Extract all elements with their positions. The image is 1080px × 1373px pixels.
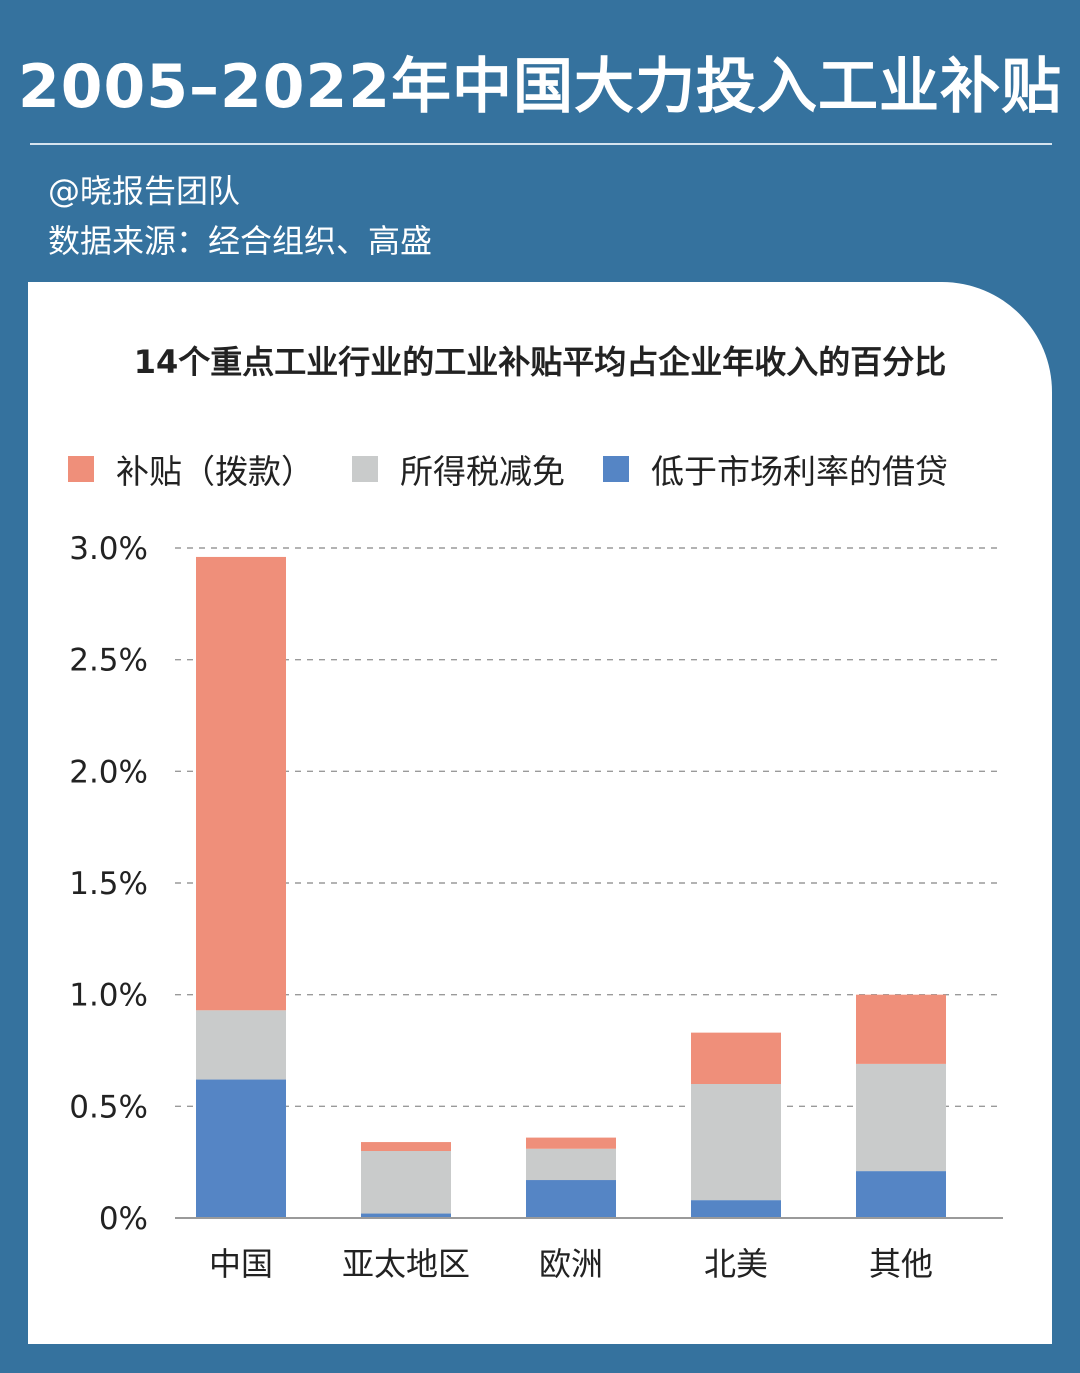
chart-card: 14个重点工业行业的工业补贴平均占企业年收入的百分比 补贴（拨款） 所得税减免 低于… [28, 282, 1052, 1344]
bar-segment [691, 1032, 781, 1084]
x-category-label: 亚太地区 [342, 1245, 470, 1283]
bar-segment [526, 1148, 616, 1181]
legend-label: 所得税减免 [400, 452, 565, 491]
title-divider [30, 143, 1052, 145]
bar-segment [196, 1010, 286, 1080]
legend-item: 低于市场利率的借贷 [603, 445, 948, 493]
bar-segment [856, 1063, 946, 1172]
x-category-label: 北美 [704, 1245, 768, 1283]
y-tick-label: 0.5% [69, 1089, 148, 1125]
legend-label: 低于市场利率的借贷 [651, 452, 948, 491]
chart-legend: 补贴（拨款） 所得税减免 低于市场利率的借贷 [68, 447, 986, 491]
author-credit: @晓报告团队 [48, 172, 241, 210]
bar-segment [856, 1171, 946, 1218]
y-tick-label: 2.5% [69, 643, 148, 679]
legend-label: 补贴（拨款） [116, 452, 314, 491]
bar-segment [691, 1200, 781, 1218]
x-category-label: 中国 [209, 1245, 273, 1283]
legend-swatch [68, 456, 94, 482]
bar-segment [361, 1142, 451, 1151]
legend-swatch [352, 456, 378, 482]
bar-segment [196, 1079, 286, 1218]
data-source: 数据来源：经合组织、高盛 [48, 222, 433, 260]
bar-segment [856, 994, 946, 1064]
bar-segment [526, 1180, 616, 1218]
chart-plot: 0% 0.5% 1.0% 1.5% 2.0% 2.5% 3.0% 中国 亚太地区 欧洲 北美 其他 [69, 531, 1003, 1283]
x-category-label: 欧洲 [539, 1245, 603, 1283]
chart-title: 14个重点工业行业的工业补贴平均占企业年收入的百分比 [133, 343, 947, 381]
legend-item: 所得税减免 [352, 445, 565, 493]
x-category-label: 其他 [869, 1245, 933, 1283]
page-title: 2005–2022年中国大力投入工业补贴 [18, 52, 1062, 122]
bar-segment [526, 1137, 616, 1149]
legend-swatch [603, 456, 629, 482]
bar-segment [196, 556, 286, 1011]
bar-segment [361, 1213, 451, 1218]
y-tick-label: 3.0% [69, 531, 148, 567]
bar-segment [361, 1151, 451, 1214]
y-tick-label: 1.0% [69, 978, 148, 1014]
y-tick-label: 2.0% [69, 754, 148, 790]
y-tick-label: 0% [99, 1201, 148, 1237]
bar-segment [691, 1084, 781, 1201]
legend-item: 补贴（拨款） [68, 445, 314, 493]
y-tick-label: 1.5% [69, 866, 148, 902]
